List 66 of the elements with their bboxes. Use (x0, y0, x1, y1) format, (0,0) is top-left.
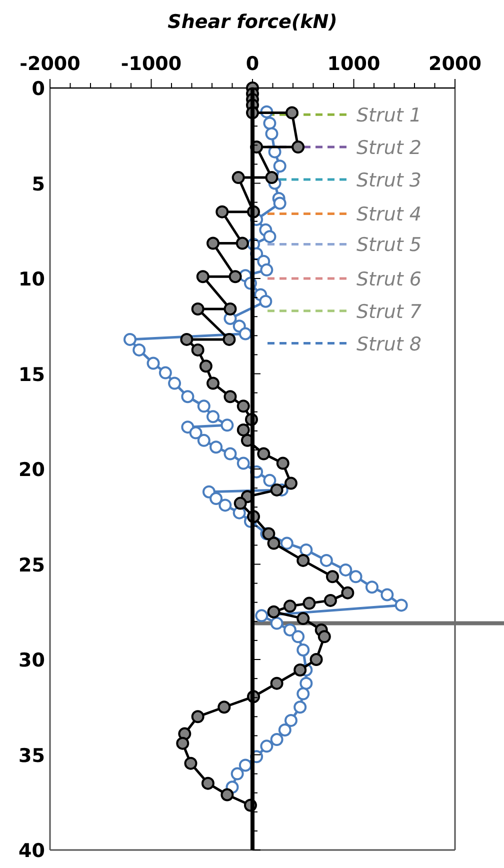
x-tick-label: 0 (246, 53, 260, 75)
point (270, 483, 284, 496)
y-tick-label: 10 (18, 268, 45, 290)
point (341, 586, 354, 600)
point (199, 360, 212, 373)
point (176, 736, 190, 750)
point (184, 756, 198, 770)
point (191, 343, 204, 356)
point (206, 236, 220, 250)
point (218, 700, 231, 714)
point (236, 236, 249, 250)
ref-line-label: Strut 8 (356, 333, 422, 356)
x-tick-label: 1000 (327, 53, 380, 75)
point (201, 776, 214, 790)
x-tick-label: -2000 (20, 53, 80, 75)
point (270, 676, 284, 690)
point (326, 570, 339, 584)
y-tick-label: 20 (18, 459, 45, 481)
point (222, 332, 236, 346)
ref-line-label: Strut 1 (356, 104, 422, 127)
ref-line-label: Strut 4 (356, 204, 422, 226)
point (284, 476, 298, 490)
point (180, 332, 194, 346)
point (310, 653, 323, 666)
point (267, 536, 280, 550)
x-tick-label: 2000 (428, 53, 482, 75)
point (324, 594, 337, 607)
y-tick-label: 30 (18, 650, 45, 672)
point (285, 106, 298, 120)
y-tick-label: 15 (18, 364, 45, 386)
point (257, 447, 270, 460)
point (267, 605, 280, 618)
point (191, 302, 204, 316)
point (236, 423, 250, 436)
y-tick-label: 5 (32, 173, 45, 196)
ref-line-label: Strut 2 (356, 137, 422, 160)
point (276, 456, 290, 470)
point (318, 630, 331, 644)
point (296, 612, 310, 626)
point (296, 554, 310, 567)
point (224, 390, 237, 404)
ref-line-label: Strut 7 (356, 300, 422, 323)
point (292, 140, 305, 154)
ref-line-label: Strut 5 (356, 234, 422, 256)
y-tick-label: 25 (18, 554, 45, 576)
point (234, 496, 247, 510)
x-axis-title: Shear force(kN) (168, 11, 338, 33)
point (236, 400, 250, 413)
y-tick-label: 0 (32, 78, 45, 100)
y-tick-label: 40 (18, 840, 45, 862)
x-tick-label: -1000 (120, 53, 182, 75)
ref-line-label: Strut 3 (356, 169, 422, 192)
y-tick-label: 35 (18, 744, 45, 767)
point (206, 376, 220, 390)
point (302, 596, 316, 610)
point (232, 171, 245, 184)
point (216, 205, 229, 218)
ref-line-label: Strut 6 (356, 268, 422, 290)
point (265, 171, 278, 184)
point (283, 600, 296, 613)
point (228, 270, 242, 284)
point (224, 302, 237, 316)
point (196, 270, 210, 284)
point (191, 710, 204, 724)
point (294, 663, 307, 676)
point (220, 788, 234, 802)
